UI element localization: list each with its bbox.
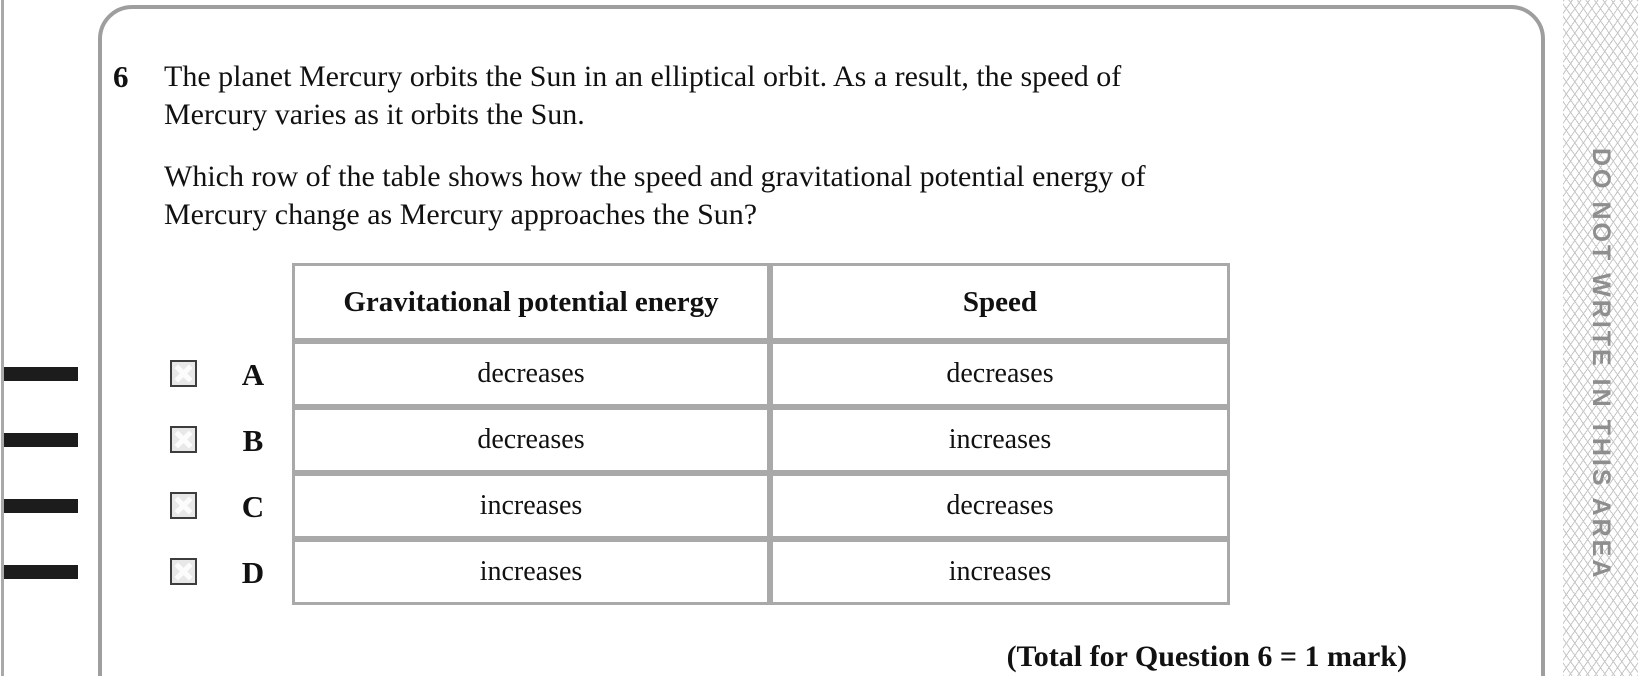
cell-gpe: increases (292, 539, 770, 605)
question-line: Mercury change as Mercury approaches the… (164, 198, 758, 231)
question-paragraph-1: The planet Mercury orbits the Sun in an … (164, 58, 1121, 134)
table-row-c: increases decreases (292, 473, 1230, 539)
question-line: Which row of the table shows how the spe… (164, 160, 1146, 193)
binding-mark (4, 499, 78, 513)
cross-icon (174, 562, 193, 581)
cell-speed: decreases (770, 341, 1230, 407)
question-frame (98, 5, 1545, 676)
do-not-write-band: DO NOT WRITE IN THIS AREA (1563, 0, 1638, 676)
option-letter-a: A (241, 357, 265, 392)
cell-gpe: decreases (292, 341, 770, 407)
cross-icon (174, 364, 193, 383)
total-marks-label: (Total for Question 6 = 1 mark) (1006, 640, 1407, 673)
table-row-a: decreases decreases (292, 341, 1230, 407)
cell-speed: increases (770, 539, 1230, 605)
header-cell-speed: Speed (770, 263, 1230, 341)
table-header-row: Gravitational potential energy Speed (292, 263, 1230, 341)
cell-gpe: decreases (292, 407, 770, 473)
answer-table: Gravitational potential energy Speed dec… (292, 263, 1230, 605)
option-letter-b: B (242, 423, 264, 458)
cell-speed: increases (770, 407, 1230, 473)
table-row-d: increases increases (292, 539, 1230, 605)
table-row-b: decreases increases (292, 407, 1230, 473)
cell-gpe: increases (292, 473, 770, 539)
option-letter-d: D (241, 555, 265, 590)
do-not-write-label: DO NOT WRITE IN THIS AREA (1587, 148, 1615, 581)
cross-icon (174, 430, 193, 449)
option-letter-c: C (241, 489, 265, 524)
answer-checkbox-c[interactable] (170, 492, 197, 519)
question-line: Mercury varies as it orbits the Sun. (164, 98, 585, 131)
answer-checkbox-d[interactable] (170, 558, 197, 585)
question-paragraph-2: Which row of the table shows how the spe… (164, 158, 1146, 234)
answer-checkbox-a[interactable] (170, 360, 197, 387)
binding-mark (4, 367, 78, 381)
binding-mark (4, 565, 78, 579)
cell-speed: decreases (770, 473, 1230, 539)
cross-icon (174, 496, 193, 515)
answer-checkbox-b[interactable] (170, 426, 197, 453)
binding-mark (4, 433, 78, 447)
left-page-rule (1, 0, 4, 676)
question-line: The planet Mercury orbits the Sun in an … (164, 60, 1122, 93)
question-number: 6 (113, 59, 129, 94)
header-cell-gpe: Gravitational potential energy (292, 263, 770, 341)
